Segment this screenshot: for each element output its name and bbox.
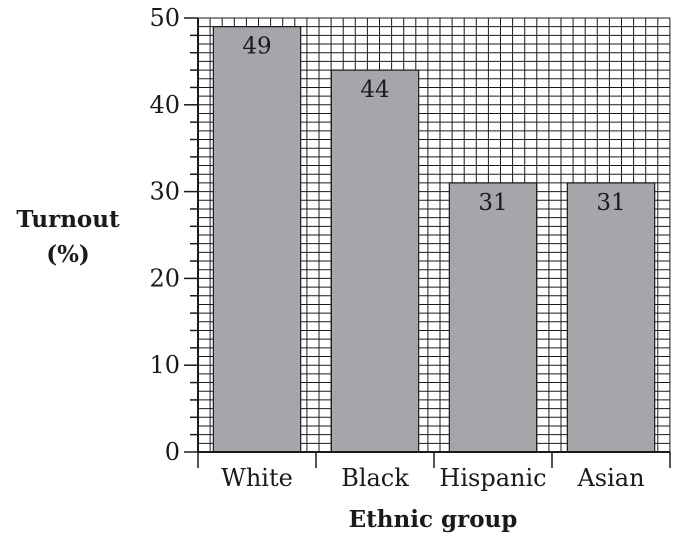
y-axis-title-line2: (%): [46, 241, 90, 268]
data-label-white: 49: [242, 34, 271, 60]
y-tick-label-40: 40: [149, 91, 180, 119]
x-tick-label-hispanic: Hispanic: [439, 464, 546, 492]
y-tick-label-10: 10: [149, 351, 180, 379]
data-label-asian: 31: [596, 190, 625, 216]
bar-asian: [566, 182, 656, 453]
x-tick-label-white: White: [221, 464, 293, 492]
x-tick-label-asian: Asian: [576, 464, 644, 492]
bar-black: [330, 69, 420, 453]
bar-hispanic: [448, 182, 538, 453]
x-tick-label-black: Black: [341, 464, 409, 492]
y-tick-label-30: 30: [149, 178, 180, 206]
y-tick-labels: 0 10 20 30 40 50: [149, 4, 180, 466]
y-tick-label-50: 50: [149, 4, 180, 32]
x-tick-labels: White Black Hispanic Asian: [221, 464, 644, 492]
data-label-hispanic: 31: [478, 190, 507, 216]
axes: [184, 17, 671, 468]
x-axis-title: Ethnic group: [349, 506, 518, 533]
y-tick-label-0: 0: [165, 438, 180, 466]
y-tick-label-20: 20: [149, 264, 180, 292]
bar-data-labels: 49 44 31 31: [242, 34, 625, 216]
bars: [212, 26, 656, 453]
y-axis-title-line1: Turnout: [16, 206, 120, 233]
bar-white: [212, 26, 302, 453]
data-label-black: 44: [360, 77, 389, 103]
